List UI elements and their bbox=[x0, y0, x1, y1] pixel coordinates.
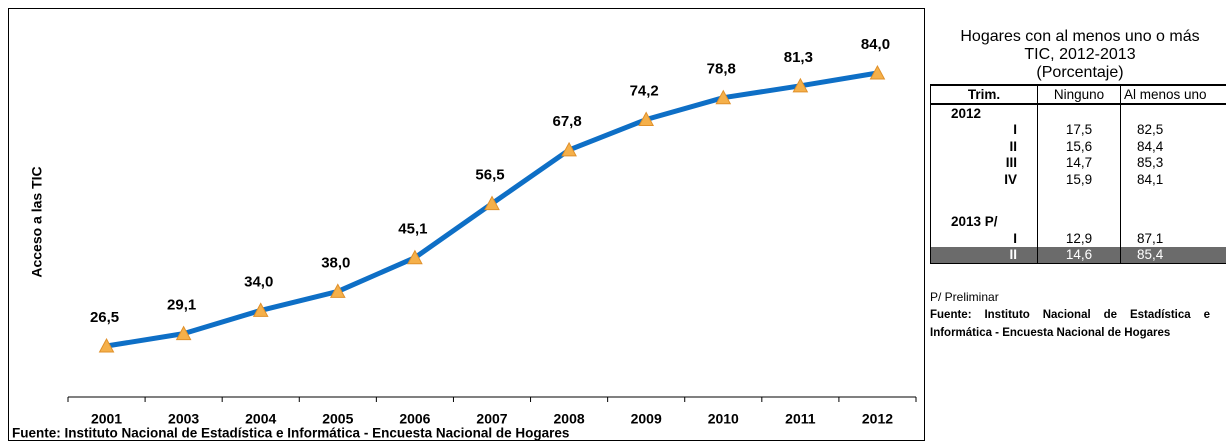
table-cell: 15,6 bbox=[1037, 138, 1121, 155]
empty-cell bbox=[1121, 214, 1226, 231]
table-cell: III bbox=[930, 154, 1038, 171]
table-cell: II bbox=[930, 246, 1038, 264]
table-cell: II bbox=[930, 138, 1038, 155]
table-cell: 12,9 bbox=[1037, 230, 1121, 247]
footnote: P/ Preliminar bbox=[930, 290, 999, 304]
x-tick-label: 2005 bbox=[322, 411, 353, 427]
marker bbox=[715, 89, 732, 105]
x-tick-label: 2006 bbox=[399, 411, 430, 427]
x-tick-label: 2003 bbox=[168, 411, 199, 427]
table-cell: 85,3 bbox=[1137, 155, 1164, 171]
x-tick-label: 2011 bbox=[785, 411, 816, 427]
header-row: Trim. Ninguno Al menos uno bbox=[930, 84, 1226, 105]
empty-cell bbox=[1121, 104, 1226, 122]
table-cell: I bbox=[930, 121, 1038, 138]
table-cell: IV bbox=[930, 171, 1038, 188]
empty-cell bbox=[1121, 188, 1226, 214]
table-cell: 82,5 bbox=[1137, 122, 1164, 138]
panel-title-line: (Porcentaje) bbox=[1036, 64, 1124, 81]
value-label: 67,8 bbox=[552, 113, 581, 130]
table-row: I 17,5 82,5 bbox=[930, 121, 1226, 138]
value-label: 78,8 bbox=[707, 61, 736, 78]
panel-source: Fuente: Instituto Nacional de Estadístic… bbox=[930, 309, 1210, 339]
value-label: 34,0 bbox=[244, 273, 273, 290]
header-cell: Al menos uno bbox=[1120, 84, 1226, 105]
marker bbox=[175, 325, 192, 341]
group-label: 2013 P/ bbox=[930, 213, 1038, 230]
marker bbox=[252, 302, 269, 317]
y-axis-label: Acceso a las TIC bbox=[29, 166, 45, 277]
empty-cell bbox=[1037, 187, 1121, 214]
table-cell: 14,6 bbox=[1037, 246, 1121, 264]
table-cell: 85,4 bbox=[1120, 246, 1226, 264]
value-label: 56,5 bbox=[475, 167, 504, 184]
marker bbox=[869, 64, 886, 80]
table-cell: 84,4 bbox=[1137, 138, 1164, 154]
value-label: 74,2 bbox=[630, 82, 659, 99]
marker bbox=[638, 111, 655, 127]
spacer-row bbox=[930, 187, 1226, 214]
panel-title: Hogares con al menos uno o más TIC, 2012-… bbox=[930, 28, 1226, 82]
panel-title-line: TIC, 2012-2013 bbox=[1024, 46, 1136, 63]
table: Trim. Ninguno Al menos uno 2012 I 17,5 82,5 II 1… bbox=[930, 84, 1226, 264]
panel-title-line: Hogares con al menos uno o más bbox=[960, 28, 1200, 45]
marker bbox=[98, 337, 115, 353]
empty-cell bbox=[1037, 213, 1121, 230]
marker bbox=[329, 283, 346, 298]
group-label: 2012 bbox=[930, 104, 1038, 122]
value-label: 45,1 bbox=[398, 221, 427, 238]
x-tick-label: 2008 bbox=[554, 411, 585, 427]
table-row: I 12,9 87,1 bbox=[930, 230, 1226, 247]
table-row: II 15,6 84,4 bbox=[930, 138, 1226, 155]
value-label: 84,0 bbox=[861, 36, 890, 53]
table-row: II 14,6 85,4 bbox=[930, 246, 1226, 264]
table-row: IV 15,9 84,1 bbox=[930, 171, 1226, 188]
table-cell: I bbox=[930, 230, 1038, 247]
marker bbox=[484, 195, 500, 211]
marker bbox=[792, 77, 809, 93]
value-label: 81,3 bbox=[784, 49, 813, 66]
table-cell: 15,9 bbox=[1037, 171, 1121, 188]
table-cell: 87,1 bbox=[1137, 230, 1164, 246]
value-label: 26,5 bbox=[90, 309, 119, 326]
x-tick-label: 2001 bbox=[91, 411, 122, 427]
marker bbox=[561, 141, 577, 157]
marker bbox=[407, 249, 423, 265]
empty-cell bbox=[1037, 104, 1121, 122]
x-tick-label: 2012 bbox=[862, 411, 893, 427]
empty-cell bbox=[930, 187, 1038, 214]
x-tick-label: 2009 bbox=[631, 411, 662, 427]
x-tick-label: 2004 bbox=[245, 411, 276, 427]
chart: Acceso a las TIC Fuente: Instituto Nacio… bbox=[8, 8, 925, 441]
chart-border bbox=[8, 8, 925, 441]
table-cell: 14,7 bbox=[1037, 154, 1121, 171]
header-cell: Ninguno bbox=[1037, 84, 1121, 105]
group-row: 2013 P/ bbox=[930, 213, 1226, 231]
value-label: 29,1 bbox=[167, 297, 196, 314]
header-cell: Trim. bbox=[930, 84, 1038, 105]
value-label: 38,0 bbox=[321, 254, 350, 271]
side-panel: Hogares con al menos uno o más TIC, 2012-… bbox=[930, 28, 1226, 342]
table-cell: 84,1 bbox=[1137, 171, 1164, 187]
table-row: III 14,7 85,3 bbox=[930, 154, 1226, 171]
table-cell: 17,5 bbox=[1037, 121, 1121, 138]
x-tick-label: 2010 bbox=[708, 411, 739, 427]
source: Fuente: Instituto Nacional de Estadístic… bbox=[12, 426, 569, 441]
x-tick-label: 2007 bbox=[476, 411, 507, 427]
group-row: 2012 bbox=[930, 104, 1226, 122]
